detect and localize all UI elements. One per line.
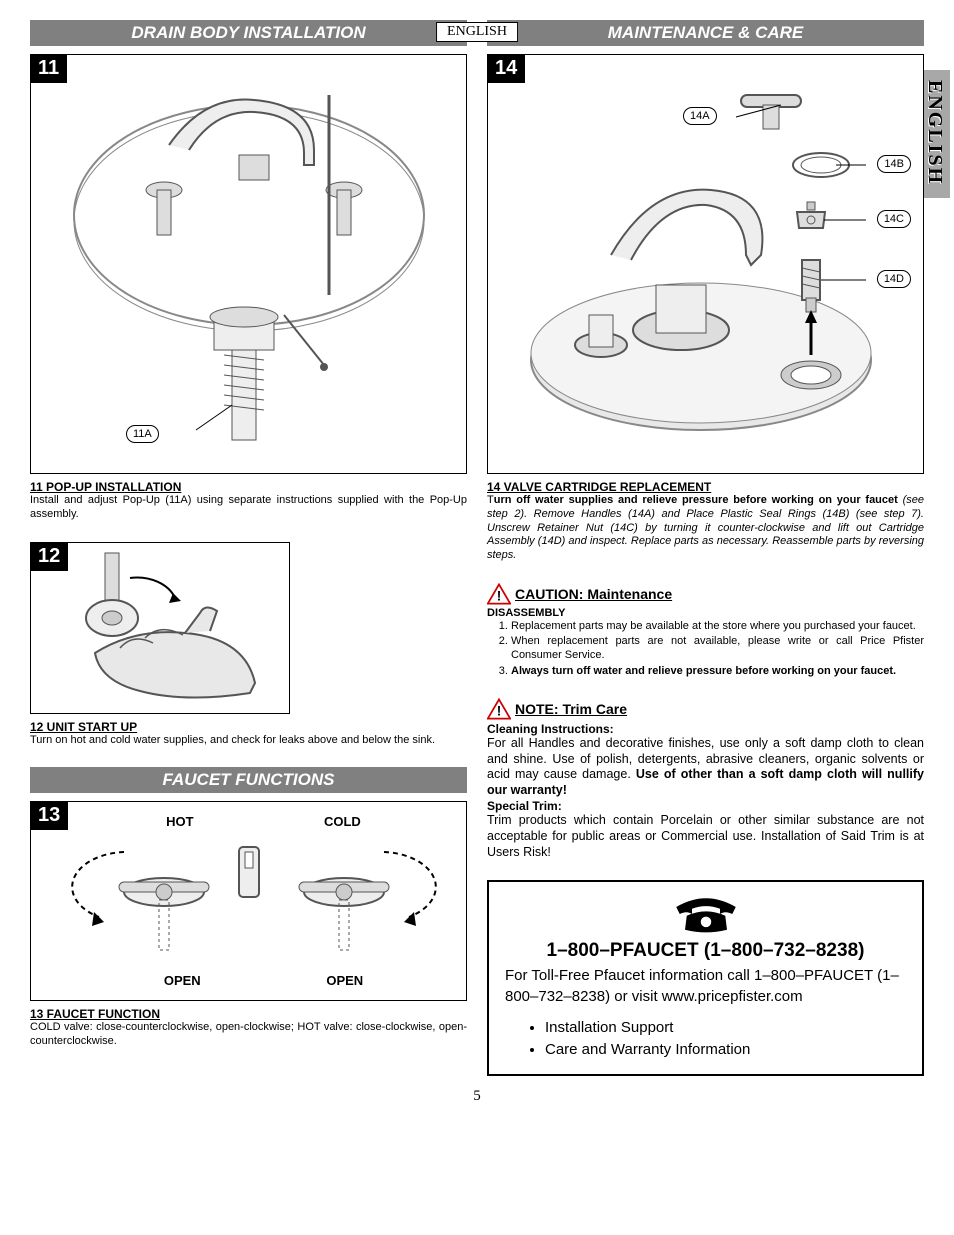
figure-13-diagram [54,802,444,992]
warning-icon: ! [487,583,511,605]
disassembly-item-2: When replacement parts are not available… [511,634,924,663]
step-12-title: 12 UNIT START UP [30,720,467,734]
section-heading-drain: DRAIN BODY INSTALLATION [30,20,467,46]
language-side-tab-text: ENGLISH [923,80,946,185]
special-trim-subhead: Special Trim: [487,799,924,813]
figure-11-diagram [54,55,444,465]
contact-body-text: For Toll-Free Pfaucet information call 1… [505,966,906,1007]
step-11-section: 11 [30,54,467,522]
caution-section: ! CAUTION: Maintenance DISASSEMBLY Repla… [487,583,924,678]
svg-text:!: ! [497,703,502,718]
step-12-badge: 12 [30,542,68,571]
disassembly-list: Replacement parts may be available at th… [487,619,924,678]
figure-12-box: 12 [30,542,290,714]
cold-label: COLD [324,814,361,829]
step-14-title: 14 VALVE CARTRIDGE REPLACEMENT [487,480,924,494]
figure-12-diagram [45,543,275,703]
open-row: OPEN OPEN [31,973,466,988]
disassembly-item-1: Replacement parts may be available at th… [511,619,924,633]
cleaning-subhead: Cleaning Instructions: [487,722,924,736]
hot-label: HOT [166,814,193,829]
figure-11-box: 11 [30,54,467,474]
step-14-section: 14 14A 14B 14C [487,54,924,563]
step-11-body: Install and adjust Pop-Up (11A) using se… [30,494,467,522]
figure-13-box: 13 HOT COLD [30,801,467,1001]
step-14-body: Turn off water supplies and relieve pres… [487,494,924,563]
note-header: ! NOTE: Trim Care [487,698,924,720]
figure-14-box: 14 14A 14B 14C [487,54,924,474]
disassembly-item-3: Always turn off water and relieve pressu… [511,664,924,678]
cleaning-body: For all Handles and decorative finishes,… [487,736,924,799]
caution-title: CAUTION: Maintenance [515,586,672,602]
left-column: DRAIN BODY INSTALLATION 11 [30,20,467,1076]
note-title: NOTE: Trim Care [515,701,627,717]
step-11-title: 11 POP-UP INSTALLATION [30,480,467,494]
contact-item-1: Installation Support [545,1017,906,1040]
note-section: ! NOTE: Trim Care Cleaning Instructions:… [487,698,924,860]
section-heading-faucet-functions: FAUCET FUNCTIONS [30,767,467,793]
open-label-right: OPEN [326,973,363,988]
callout-14c: 14C [877,210,911,228]
contact-box: 1–800–PFAUCET (1–800–732–8238) For Toll-… [487,880,924,1076]
right-column: MAINTENANCE & CARE 14 [487,20,924,1076]
contact-list: Installation Support Care and Warranty I… [505,1017,906,1062]
svg-text:!: ! [497,588,502,603]
open-label-left: OPEN [164,973,201,988]
special-trim-body: Trim products which contain Porcelain or… [487,813,924,860]
callout-14b: 14B [877,155,911,173]
warning-icon: ! [487,698,511,720]
step-12-body: Turn on hot and cold water supplies, and… [30,734,467,748]
step-13-body: COLD valve: close-counterclockwise, open… [30,1021,467,1049]
hot-cold-row: HOT COLD [31,814,466,829]
callout-11a: 11A [126,425,159,443]
section-heading-maintenance: MAINTENANCE & CARE [487,20,924,46]
contact-item-2: Care and Warranty Information [545,1039,906,1062]
caution-header: ! CAUTION: Maintenance [487,583,924,605]
step-13-title: 13 FAUCET FUNCTION [30,1007,467,1021]
step-11-badge: 11 [30,54,67,83]
disassembly-subhead: DISASSEMBLY [487,607,924,619]
phone-icon [671,894,741,934]
contact-number: 1–800–PFAUCET (1–800–732–8238) [505,940,906,962]
page-number: 5 [30,1088,924,1105]
step-14-badge: 14 [487,54,525,83]
two-column-layout: DRAIN BODY INSTALLATION 11 [30,20,924,1076]
callout-14d: 14D [877,270,911,288]
step-12-section: 12 12 UNIT START UP Turn on hot and cold… [30,542,467,748]
step-13-section: 13 HOT COLD [30,801,467,1049]
top-language-label: ENGLISH [436,22,518,42]
callout-14a: 14A [683,107,717,125]
